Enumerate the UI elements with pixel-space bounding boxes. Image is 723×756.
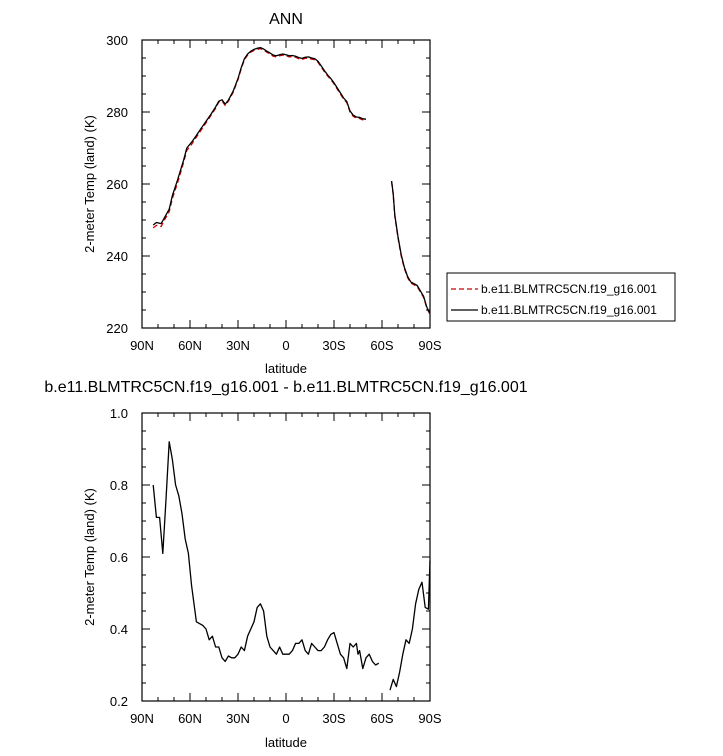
bottom-chart-title: b.e11.BLMTRC5CN.f19_g16.001 - b.e11.BLMT… bbox=[44, 379, 527, 396]
top-ticks-layer: 90N 60N 30N 0 30S 60S 90S 220 240 260 280 300 bbox=[106, 33, 442, 353]
top-x-tick-label-5: 30S bbox=[322, 338, 345, 353]
legend: b.e11.BLMTRC5CN.f19_g16.001 b.e11.BLMTRC… bbox=[446, 272, 676, 322]
top-chart-title: ANN bbox=[269, 11, 303, 28]
top-y-tick-label-2: 240 bbox=[106, 249, 128, 264]
bottom-ticks-layer: 90N 60N 30N 0 30S 60S 90S 0.2 0.4 0.6 0.8 1.0 bbox=[110, 406, 442, 726]
top-series-1-line-segment-1 bbox=[152, 47, 367, 229]
top-x-tick-label-2: 60N bbox=[178, 338, 202, 353]
bottom-y-tick-label-5: 1.0 bbox=[110, 406, 128, 421]
top-y-tick-label-3: 260 bbox=[106, 177, 128, 192]
bottom-series-1-line-segment-1 bbox=[152, 441, 380, 670]
top-x-tick-label-3: 30N bbox=[226, 338, 250, 353]
bottom-x-tick-label-1: 90N bbox=[130, 711, 154, 726]
top-series-layer bbox=[152, 46, 431, 315]
bottom-y-tick-label-2: 0.4 bbox=[110, 622, 128, 637]
bottom-y-tick-label-3: 0.6 bbox=[110, 550, 128, 565]
bottom-y-axis-label: 2-meter Temp (land) (K) bbox=[82, 488, 97, 626]
top-y-tick-label-5: 300 bbox=[106, 33, 128, 48]
top-x-tick-label-7: 90S bbox=[418, 338, 441, 353]
bottom-y-tick-label-4: 0.8 bbox=[110, 478, 128, 493]
bottom-x-tick-label-4: 0 bbox=[282, 711, 289, 726]
top-x-tick-label-1: 90N bbox=[130, 338, 154, 353]
bottom-x-tick-label-6: 60S bbox=[370, 711, 393, 726]
top-panel: ANN 90N 60N 30N 0 30S 60S 90S 220 240 260 280 300 l… bbox=[82, 11, 442, 376]
top-series-1-line-segment-2 bbox=[390, 181, 431, 315]
bottom-panel: b.e11.BLMTRC5CN.f19_g16.001 - b.e11.BLMT… bbox=[44, 379, 527, 750]
top-y-axis-label: 2-meter Temp (land) (K) bbox=[82, 115, 97, 253]
bottom-x-tick-label-3: 30N bbox=[226, 711, 250, 726]
bottom-x-tick-label-2: 60N bbox=[178, 711, 202, 726]
top-y-tick-label-4: 280 bbox=[106, 105, 128, 120]
top-y-tick-label-1: 220 bbox=[106, 321, 128, 336]
top-x-axis-label: latitude bbox=[265, 361, 307, 376]
top-x-tick-label-6: 60S bbox=[370, 338, 393, 353]
bottom-x-tick-label-7: 90S bbox=[418, 711, 441, 726]
bottom-x-tick-label-5: 30S bbox=[322, 711, 345, 726]
bottom-series-1-line-segment-2 bbox=[389, 560, 431, 691]
legend-label-1: b.e11.BLMTRC5CN.f19_g16.001 bbox=[481, 282, 657, 296]
legend-box bbox=[446, 272, 676, 322]
top-x-tick-label-4: 0 bbox=[282, 338, 289, 353]
bottom-y-tick-label-1: 0.2 bbox=[110, 694, 128, 709]
bottom-x-axis-label: latitude bbox=[265, 735, 307, 750]
bottom-series-layer bbox=[152, 441, 431, 691]
bottom-plot-frame bbox=[141, 412, 431, 702]
top-series-2-line-segment-2 bbox=[390, 181, 431, 314]
top-series-2-line-segment-1 bbox=[152, 46, 367, 226]
legend-label-2: b.e11.BLMTRC5CN.f19_g16.001 bbox=[481, 303, 657, 317]
top-plot-frame bbox=[141, 39, 431, 329]
